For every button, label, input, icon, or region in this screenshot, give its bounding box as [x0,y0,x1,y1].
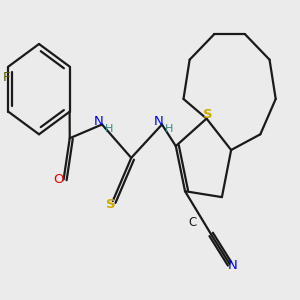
Text: C: C [189,216,197,229]
Text: N: N [94,115,104,128]
Text: N: N [154,115,164,128]
Text: H: H [105,124,113,134]
Text: S: S [203,108,213,121]
Text: F: F [3,71,10,84]
Text: S: S [106,199,116,212]
Text: O: O [53,173,63,186]
Text: N: N [228,259,238,272]
Text: H: H [164,124,173,134]
